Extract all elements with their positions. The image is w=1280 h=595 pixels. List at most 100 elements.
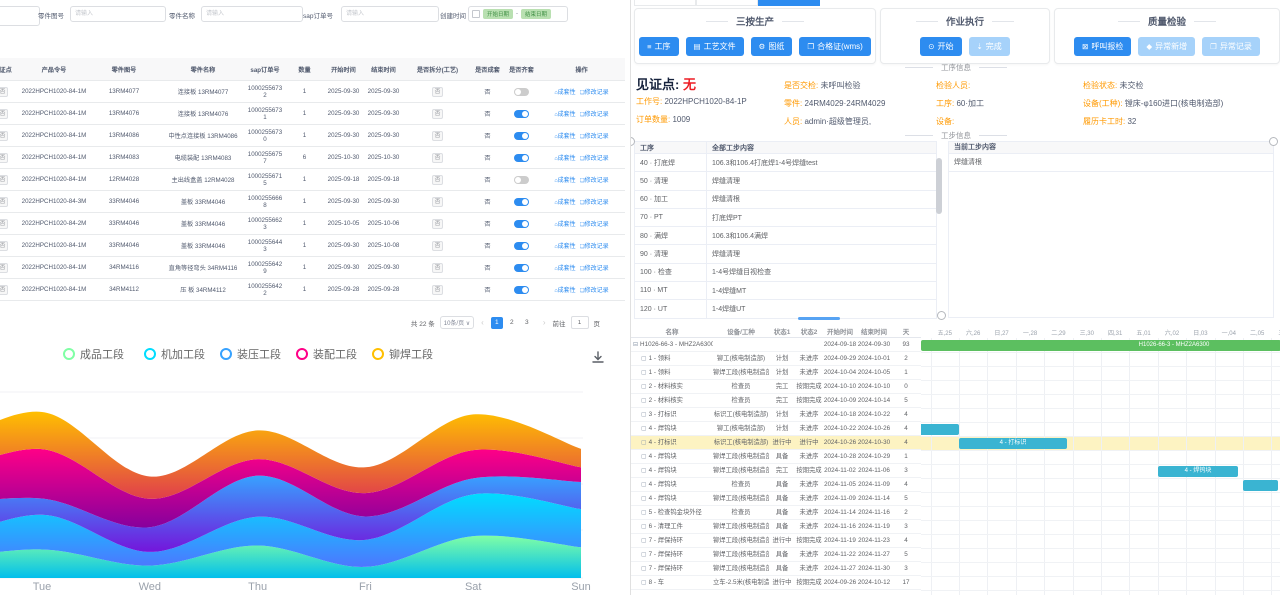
process-row[interactable]: 100 · 检查 1-4号焊缝目视检查: [634, 262, 937, 283]
gantt-bar[interactable]: 4 - 打标识: [959, 437, 1067, 449]
gantt-bar[interactable]: [921, 423, 959, 435]
splitter-handle-bottom[interactable]: [937, 311, 946, 320]
task-row[interactable]: ▢ 2 - 材料核实 检查员 完工 按期完成 2024-10-09 2024-10-14 5: [631, 394, 921, 408]
next-page-button[interactable]: ›: [542, 318, 546, 327]
异常新增-button[interactable]: ◆ 异常新增: [1138, 37, 1196, 56]
edit-record-link[interactable]: ❏修改记录: [579, 222, 609, 228]
task-row[interactable]: ▢ 3 - 打标识 标识工(核电制造部) 计划 未进序 2024-10-18 2024-10…: [631, 408, 921, 422]
gantt-bar[interactable]: H1026-66-3 - MHZ2A6300: [921, 339, 1280, 351]
set-integrity-link[interactable]: ⌂成套性: [554, 244, 576, 250]
set-integrity-link[interactable]: ⌂成套性: [554, 266, 576, 272]
edit-record-link[interactable]: ❏修改记录: [579, 156, 609, 162]
set-integrity-link[interactable]: ⌂成套性: [554, 90, 576, 96]
tab-2[interactable]: [696, 0, 758, 6]
task-row[interactable]: ⊟ H1026-66-3 - MHZ2A6300 2024-09-18 2024-09…: [631, 338, 921, 352]
process-row[interactable]: 80 · 满焊 106.3和106.4满焊: [634, 226, 937, 246]
set-integrity-link[interactable]: ⌂成套性: [554, 178, 576, 184]
edit-record-link[interactable]: ❏修改记录: [579, 178, 609, 184]
enable-toggle[interactable]: [514, 219, 529, 228]
date-range-picker[interactable]: 开始日期 - 结束日期: [468, 6, 568, 22]
legend-item[interactable]: 铆焊工段: [372, 346, 433, 362]
legend-item[interactable]: 装配工段: [296, 346, 357, 362]
set-integrity-link[interactable]: ⌂成套性: [554, 112, 576, 118]
cut-filter-input[interactable]: [0, 6, 40, 26]
task-row[interactable]: ▢ 4 - 焊钨块 铆焊工段(核电制造部) 具备 未进序 2024-11-09 2024-1…: [631, 492, 921, 506]
date-checkbox[interactable]: [472, 10, 480, 18]
task-row[interactable]: ▢ 4 - 打标识 标识工(核电制造部) 进行中 进行中 2024-10-26 2024-1…: [631, 436, 921, 450]
legend-item[interactable]: 成品工段: [63, 346, 124, 362]
legend-item[interactable]: 装压工段: [220, 346, 281, 362]
enable-toggle[interactable]: [514, 241, 529, 250]
process-row[interactable]: 50 · 清理 焊缝清理: [634, 171, 937, 191]
edit-record-link[interactable]: ❏修改记录: [579, 244, 609, 250]
task-row[interactable]: ▢8 - 车 立车-2.5米(核电制造部)进行中按期完成2024-09-26202…: [631, 576, 921, 590]
enable-toggle[interactable]: [514, 197, 529, 206]
splitter-handle-right[interactable]: [1269, 137, 1278, 146]
process-row[interactable]: 70 · PT 打底焊PT: [634, 207, 937, 228]
page-size-select[interactable]: 10条/页 ∨: [439, 316, 475, 329]
task-row[interactable]: ▢ 7 - 焊保持环 铆焊工段(核电制造部) 进行中 按期完成 2024-11-19 202…: [631, 534, 921, 548]
task-row[interactable]: ▢ 1 - 领料 铆工(核电制造部) 计划 未进序 2024-09-29 2024-10-0…: [631, 352, 921, 366]
enable-toggle[interactable]: [514, 285, 529, 294]
sap-order-input[interactable]: [341, 6, 439, 22]
开始-button[interactable]: ⊙ 开始: [920, 37, 962, 56]
edit-record-link[interactable]: ❏修改记录: [579, 134, 609, 140]
set-integrity-link[interactable]: ⌂成套性: [554, 134, 576, 140]
page-number[interactable]: 1: [490, 316, 503, 329]
tab-active[interactable]: [758, 0, 820, 6]
task-row[interactable]: ▢ 6 - 清理工件 铆焊工段(核电制造部) 具备 未进序 2024-11-16 2024-…: [631, 520, 921, 534]
gantt-bar[interactable]: 4 - 焊钨块: [1158, 465, 1238, 477]
process-row[interactable]: 60 · 加工 焊缝清根: [634, 189, 937, 209]
enable-toggle[interactable]: [514, 175, 529, 184]
task-row[interactable]: ▢ 4 - 焊钨块 检查员 具备 未进序 2024-11-05 2024-11-09 4: [631, 478, 921, 492]
呼叫报检-button[interactable]: ⊠ 呼叫报检: [1074, 37, 1132, 56]
task-row[interactable]: ▢ 4 - 焊钨块 铆焊工段(核电制造部) 完工 按期完成 2024-11-02 2024-…: [631, 464, 921, 478]
图纸-button[interactable]: ⚙ 图纸: [750, 37, 793, 56]
download-icon[interactable]: [590, 350, 606, 366]
process-row[interactable]: 110 · MT 1-4焊缝MT: [634, 281, 937, 301]
完成-button[interactable]: ⇣ 完成: [968, 37, 1010, 56]
enable-toggle[interactable]: [514, 87, 529, 96]
gantt-bar[interactable]: [1243, 479, 1278, 491]
part-drawing-no-input[interactable]: [70, 6, 166, 22]
page-number[interactable]: 3: [525, 318, 529, 326]
edit-record-link[interactable]: ❏修改记录: [579, 266, 609, 272]
process-row[interactable]: 120 · UT 1-4焊缝UT: [634, 299, 937, 319]
process-row[interactable]: 40 · 打底焊 106.3和106.4打底焊1-4号焊缝test: [634, 152, 937, 173]
set-integrity-link[interactable]: ⌂成套性: [554, 200, 576, 206]
edit-record-link[interactable]: ❏修改记录: [579, 200, 609, 206]
prev-page-button[interactable]: ‹: [481, 318, 484, 327]
异常记录-button[interactable]: ❒ 异常记录: [1202, 37, 1260, 56]
合格证(wms)-button[interactable]: ❐ 合格证(wms): [799, 37, 871, 56]
enable-toggle[interactable]: [514, 131, 529, 140]
vertical-scrollbar[interactable]: [936, 158, 942, 214]
工序-button[interactable]: ≡ 工序: [639, 37, 679, 56]
工艺文件-button[interactable]: ▤ 工艺文件: [685, 37, 744, 56]
task-row[interactable]: ▢ 4 - 焊钨块 铆焊工段(核电制造部) 具备 未进序 2024-10-28 2024-1…: [631, 450, 921, 464]
goto-page-input[interactable]: [570, 316, 589, 329]
tab-1[interactable]: [634, 0, 696, 6]
start-date-pill[interactable]: 开始日期: [483, 9, 514, 19]
part-name-input[interactable]: [201, 6, 303, 22]
task-row[interactable]: ▢ 5 - 检查钨金块外径 检查员 具备 未进序 2024-11-14 2024-11-16…: [631, 506, 921, 520]
legend-item[interactable]: 机加工段: [144, 346, 205, 362]
task-row[interactable]: ▢ 2 - 材料核实 检查员 完工 按期完成 2024-10-10 2024-10-10 0: [631, 380, 921, 394]
process-row[interactable]: 90 · 清理 焊缝清理: [634, 244, 937, 264]
task-row[interactable]: ▢ 4 - 焊钨块 铆工(核电制造部) 计划 未进序 2024-10-22 2024-10-…: [631, 422, 921, 436]
set-integrity-link[interactable]: ⌂成套性: [554, 288, 576, 294]
edit-record-link[interactable]: ❏修改记录: [579, 112, 609, 118]
end-date-pill[interactable]: 结束日期: [521, 9, 552, 19]
task-row[interactable]: ▢ 1 - 领料 铆焊工段(核电制造部) 计划 未进序 2024-10-04 2024-10…: [631, 366, 921, 380]
task-row[interactable]: ▢ 7 - 焊保持环 铆焊工段(核电制造部) 具备 未进序 2024-11-22 2024-…: [631, 548, 921, 562]
edit-record-link[interactable]: ❏修改记录: [579, 288, 609, 294]
enable-toggle[interactable]: [514, 153, 529, 162]
set-integrity-link[interactable]: ⌂成套性: [554, 156, 576, 162]
page-number[interactable]: 2: [510, 318, 514, 326]
set-integrity-link[interactable]: ⌂成套性: [554, 222, 576, 228]
horizontal-scrollbar[interactable]: [798, 317, 840, 320]
edit-record-link[interactable]: ❏修改记录: [579, 90, 609, 96]
enable-toggle[interactable]: [514, 109, 529, 118]
task-row[interactable]: ▢ 7 - 焊保持环 铆焊工段(核电制造部) 具备 未进序 2024-11-27 2024-…: [631, 562, 921, 576]
collapse-icon[interactable]: ⊟: [633, 342, 639, 348]
enable-toggle[interactable]: [514, 263, 529, 272]
